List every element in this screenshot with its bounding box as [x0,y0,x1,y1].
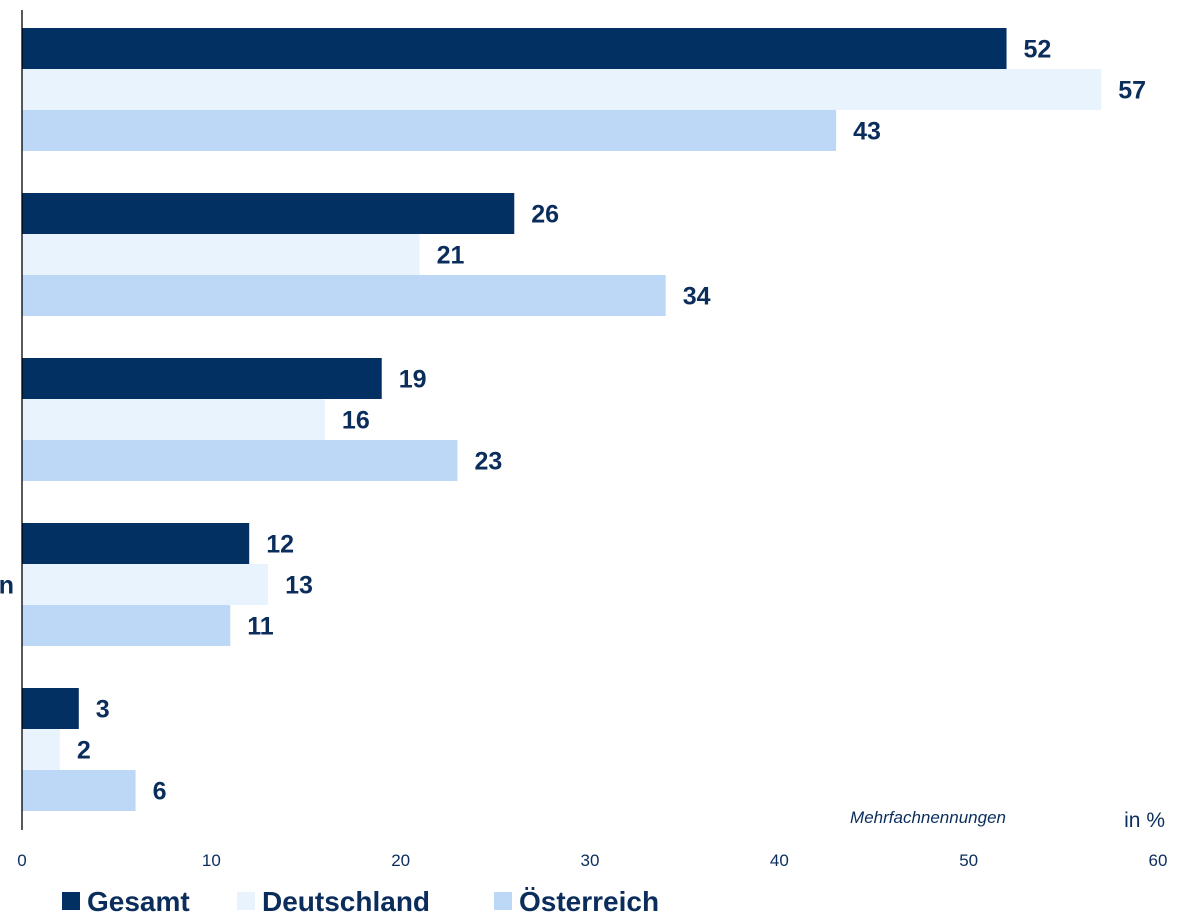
value-label-deutschland-2: 16 [342,407,370,435]
value-label-deutschland-1: 21 [437,242,465,270]
bar-gesamt-0 [22,28,1007,69]
bar-österreich-0 [22,110,837,151]
legend-swatch-österreich [494,892,512,910]
bars-layer [22,28,1102,811]
bar-deutschland-1 [22,234,420,275]
legend-label-deutschland: Deutschland [262,886,430,917]
value-label-österreich-0: 43 [853,118,881,146]
x-tick-label-10: 10 [202,851,221,870]
legend-label-österreich: Österreich [519,886,659,917]
legend-swatch-deutschland [237,892,255,910]
value-label-gesamt-4: 3 [96,696,110,724]
bar-deutschland-3 [22,564,269,605]
bar-gesamt-4 [22,688,79,729]
value-label-deutschland-3: 13 [285,572,313,600]
x-tick-label-60: 60 [1149,851,1168,870]
value-label-österreich-1: 34 [683,283,711,311]
value-label-gesamt-2: 19 [399,366,427,394]
bar-österreich-3 [22,605,231,646]
category-labels-layer: n [0,572,14,600]
value-label-gesamt-1: 26 [531,201,559,229]
x-tick-labels: 0 10 20 30 40 50 60 [17,851,1167,870]
value-label-deutschland-4: 2 [77,737,91,765]
bar-gesamt-3 [22,523,250,564]
x-tick-label-50: 50 [959,851,978,870]
x-tick-label-20: 20 [391,851,410,870]
x-tick-label-0: 0 [17,851,26,870]
x-tick-label-30: 30 [581,851,600,870]
bar-deutschland-4 [22,729,60,770]
bar-österreich-4 [22,770,136,811]
value-label-gesamt-0: 52 [1024,36,1052,64]
value-label-deutschland-0: 57 [1118,77,1146,105]
legend-label-gesamt: Gesamt [87,886,190,917]
value-label-österreich-2: 23 [474,448,502,476]
bar-gesamt-1 [22,193,515,234]
multiple-answers-note: Mehrfachnennungen [850,808,1006,827]
value-label-gesamt-3: 12 [266,531,294,559]
bar-österreich-1 [22,275,666,316]
unit-label: in % [1124,809,1165,832]
bar-gesamt-2 [22,358,382,399]
category-label-3: n [0,572,14,600]
x-tick-label-40: 40 [770,851,789,870]
legend: Gesamt Deutschland Österreich [62,886,659,917]
bar-österreich-2 [22,440,458,481]
bar-deutschland-0 [22,69,1102,110]
bar-deutschland-2 [22,399,325,440]
value-label-österreich-4: 6 [153,778,167,806]
legend-swatch-gesamt [62,892,80,910]
value-label-österreich-3: 11 [247,613,274,641]
